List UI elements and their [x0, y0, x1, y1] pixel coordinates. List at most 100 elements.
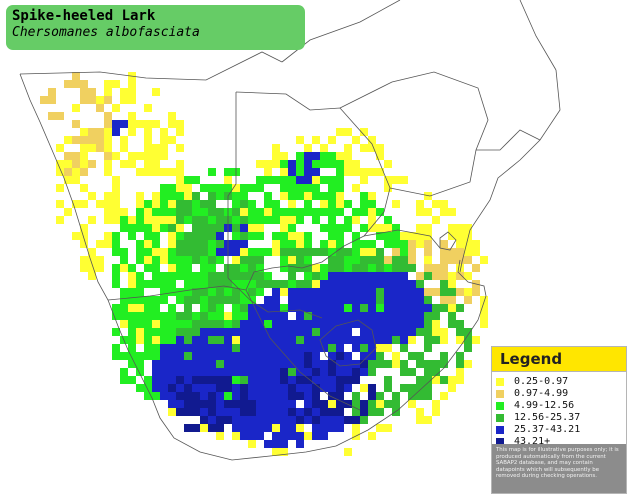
distribution-cell — [64, 176, 72, 184]
distribution-cell — [328, 344, 336, 352]
distribution-cell — [200, 360, 208, 368]
distribution-cell — [288, 368, 296, 376]
distribution-cell — [216, 336, 224, 344]
distribution-cell — [432, 288, 440, 296]
distribution-cell — [384, 344, 392, 352]
distribution-cell — [320, 280, 328, 288]
distribution-cell — [264, 312, 272, 320]
distribution-cell — [408, 264, 416, 272]
distribution-cell — [120, 288, 128, 296]
distribution-cell — [296, 392, 304, 400]
distribution-cell — [264, 344, 272, 352]
distribution-cell — [384, 264, 392, 272]
distribution-cell — [224, 416, 232, 424]
distribution-cell — [200, 408, 208, 416]
distribution-cell — [64, 168, 72, 176]
distribution-cell — [256, 232, 264, 240]
distribution-cell — [352, 320, 360, 328]
distribution-cell — [168, 224, 176, 232]
distribution-cell — [152, 152, 160, 160]
distribution-cell — [360, 272, 368, 280]
distribution-cell — [256, 328, 264, 336]
distribution-cell — [352, 168, 360, 176]
distribution-cell — [256, 224, 264, 232]
distribution-cell — [376, 296, 384, 304]
distribution-cell — [160, 256, 168, 264]
distribution-cell — [256, 384, 264, 392]
distribution-cell — [144, 328, 152, 336]
distribution-cell — [136, 200, 144, 208]
distribution-cell — [440, 328, 448, 336]
distribution-cell — [368, 360, 376, 368]
distribution-cell — [320, 160, 328, 168]
distribution-cell — [200, 280, 208, 288]
distribution-cell — [376, 352, 384, 360]
distribution-cell — [176, 400, 184, 408]
distribution-cell — [48, 96, 56, 104]
distribution-cell — [424, 272, 432, 280]
distribution-cell — [336, 296, 344, 304]
distribution-cell — [288, 336, 296, 344]
distribution-cell — [160, 312, 168, 320]
distribution-cell — [320, 360, 328, 368]
distribution-cell — [408, 352, 416, 360]
distribution-cell — [112, 176, 120, 184]
distribution-cell — [344, 264, 352, 272]
distribution-cell — [344, 224, 352, 232]
distribution-cell — [240, 232, 248, 240]
distribution-cell — [176, 264, 184, 272]
distribution-cell — [464, 336, 472, 344]
distribution-cell — [240, 192, 248, 200]
legend-swatch — [496, 438, 504, 446]
distribution-cell — [264, 168, 272, 176]
distribution-cell — [432, 216, 440, 224]
distribution-cell — [464, 232, 472, 240]
distribution-cell — [408, 232, 416, 240]
distribution-cell — [360, 408, 368, 416]
distribution-cell — [360, 128, 368, 136]
distribution-cell — [272, 304, 280, 312]
distribution-cell — [216, 232, 224, 240]
distribution-cell — [328, 240, 336, 248]
distribution-cell — [424, 416, 432, 424]
distribution-cell — [328, 200, 336, 208]
distribution-cell — [320, 384, 328, 392]
distribution-cell — [296, 152, 304, 160]
distribution-cell — [184, 400, 192, 408]
distribution-cell — [288, 424, 296, 432]
distribution-cell — [424, 392, 432, 400]
distribution-cell — [128, 336, 136, 344]
distribution-cell — [216, 256, 224, 264]
distribution-cell — [216, 400, 224, 408]
distribution-cell — [144, 312, 152, 320]
distribution-cell — [472, 336, 480, 344]
distribution-cell — [136, 320, 144, 328]
distribution-cell — [176, 208, 184, 216]
distribution-cell — [168, 400, 176, 408]
distribution-cell — [336, 208, 344, 216]
distribution-cell — [272, 408, 280, 416]
distribution-cell — [432, 320, 440, 328]
distribution-cell — [320, 272, 328, 280]
distribution-cell — [360, 168, 368, 176]
distribution-cell — [152, 216, 160, 224]
distribution-cell — [304, 208, 312, 216]
distribution-cell — [272, 336, 280, 344]
distribution-cell — [344, 296, 352, 304]
distribution-cell — [472, 264, 480, 272]
distribution-cell — [112, 344, 120, 352]
distribution-cell — [272, 312, 280, 320]
distribution-cell — [248, 424, 256, 432]
distribution-cell — [208, 360, 216, 368]
distribution-cell — [424, 312, 432, 320]
distribution-cell — [240, 256, 248, 264]
distribution-cell — [224, 280, 232, 288]
distribution-cell — [400, 296, 408, 304]
distribution-cell — [280, 256, 288, 264]
distribution-cell — [280, 336, 288, 344]
distribution-cell — [240, 272, 248, 280]
distribution-cell — [344, 128, 352, 136]
distribution-cell — [136, 296, 144, 304]
distribution-cell — [200, 416, 208, 424]
